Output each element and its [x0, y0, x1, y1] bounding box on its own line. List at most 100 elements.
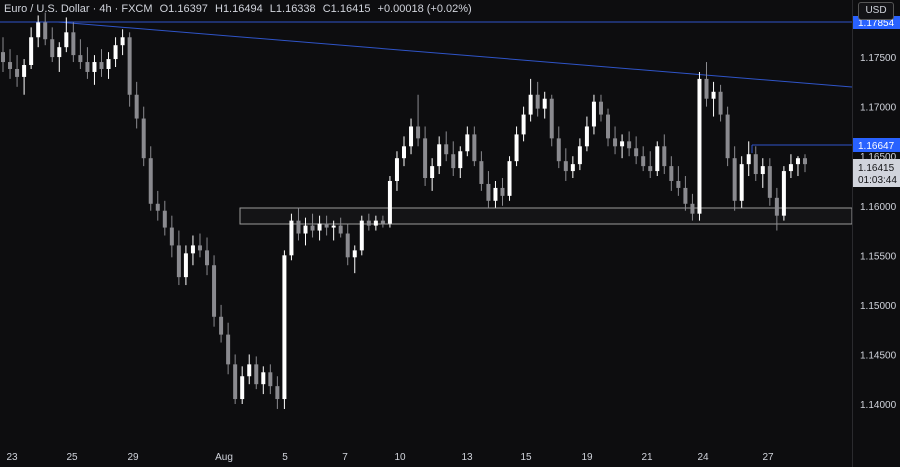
candle-up[interactable]: [29, 37, 34, 66]
candle-down[interactable]: [134, 94, 139, 119]
candle-down[interactable]: [472, 134, 477, 162]
candle-up[interactable]: [781, 171, 786, 216]
candle-down[interactable]: [598, 101, 603, 115]
candle-down[interactable]: [676, 180, 681, 188]
candle-down[interactable]: [310, 225, 315, 231]
candle-up[interactable]: [437, 144, 442, 167]
candle-up[interactable]: [373, 220, 378, 226]
candle-up[interactable]: [458, 151, 463, 169]
candle-up[interactable]: [331, 225, 336, 228]
candle-up[interactable]: [795, 158, 800, 165]
candle-down[interactable]: [324, 223, 329, 228]
candle-down[interactable]: [613, 138, 618, 147]
candle-down[interactable]: [486, 183, 491, 201]
candle-down[interactable]: [690, 203, 695, 214]
candle-up[interactable]: [577, 146, 582, 165]
candle-down[interactable]: [479, 161, 484, 184]
candle-up[interactable]: [521, 114, 526, 135]
candle-down[interactable]: [718, 91, 723, 115]
candle-down[interactable]: [212, 265, 217, 317]
candle-down[interactable]: [634, 148, 639, 157]
candle-up[interactable]: [788, 164, 793, 172]
candle-up[interactable]: [352, 250, 357, 258]
candle-down[interactable]: [648, 166, 653, 172]
descending-trendline[interactable]: [57, 21, 853, 88]
candle-down[interactable]: [366, 220, 371, 226]
candle-up[interactable]: [106, 59, 111, 69]
candle-down[interactable]: [71, 32, 76, 56]
candle-down[interactable]: [162, 210, 167, 228]
candle-down[interactable]: [774, 197, 779, 216]
candle-down[interactable]: [205, 250, 210, 266]
candle-up[interactable]: [282, 255, 287, 400]
candle-up[interactable]: [247, 364, 252, 377]
candle-down[interactable]: [451, 154, 456, 169]
candle-down[interactable]: [226, 334, 231, 365]
candle-up[interactable]: [570, 164, 575, 172]
candle-up[interactable]: [507, 161, 512, 196]
candle-down[interactable]: [141, 118, 146, 159]
candle-down[interactable]: [500, 187, 505, 196]
candle-down[interactable]: [275, 386, 280, 400]
candle-up[interactable]: [92, 62, 97, 72]
candle-down[interactable]: [127, 37, 132, 95]
candle-up[interactable]: [697, 78, 702, 214]
candle-down[interactable]: [753, 154, 758, 175]
candle-up[interactable]: [303, 225, 308, 234]
candle-down[interactable]: [423, 138, 428, 179]
candle-up[interactable]: [240, 376, 245, 400]
candle-up[interactable]: [402, 146, 406, 159]
candle-up[interactable]: [711, 91, 716, 99]
candle-down[interactable]: [148, 158, 153, 204]
candle-down[interactable]: [338, 225, 343, 234]
candle-down[interactable]: [1, 52, 5, 63]
candle-up[interactable]: [746, 154, 751, 165]
candle-down[interactable]: [268, 372, 273, 387]
candle-down[interactable]: [15, 68, 20, 77]
candle-up[interactable]: [22, 65, 27, 77]
candle-down[interactable]: [704, 78, 709, 99]
candle-down[interactable]: [444, 144, 449, 155]
candle-up[interactable]: [493, 187, 498, 201]
candle-up[interactable]: [317, 223, 322, 231]
candle-up[interactable]: [190, 245, 195, 254]
candle-down[interactable]: [767, 166, 772, 198]
candle-down[interactable]: [556, 138, 561, 162]
candle-down[interactable]: [683, 187, 688, 204]
candle-up[interactable]: [760, 166, 765, 175]
candle-down[interactable]: [627, 141, 632, 149]
candle-up[interactable]: [359, 220, 364, 251]
candle-up[interactable]: [655, 146, 660, 172]
candle-up[interactable]: [514, 134, 519, 162]
candle-up[interactable]: [739, 164, 744, 201]
candle-down[interactable]: [254, 364, 259, 385]
candle-down[interactable]: [732, 158, 737, 201]
candle-down[interactable]: [345, 233, 350, 258]
candle-up[interactable]: [591, 101, 596, 127]
candle-up[interactable]: [409, 126, 414, 147]
candle-down[interactable]: [50, 39, 55, 58]
candle-down[interactable]: [662, 146, 667, 167]
candle-up[interactable]: [387, 180, 392, 224]
candle-down[interactable]: [43, 22, 48, 40]
candle-down[interactable]: [296, 220, 301, 234]
candle-down[interactable]: [78, 55, 83, 63]
candle-down[interactable]: [803, 158, 807, 165]
candle-up[interactable]: [57, 47, 62, 58]
candle-down[interactable]: [8, 62, 13, 69]
candle-down[interactable]: [549, 98, 554, 139]
candle-down[interactable]: [197, 245, 202, 251]
candle-up[interactable]: [113, 45, 118, 60]
candle-down[interactable]: [416, 126, 421, 139]
candle-down[interactable]: [641, 156, 646, 167]
candle-up[interactable]: [120, 37, 125, 46]
candle-up[interactable]: [394, 158, 399, 181]
candle-down[interactable]: [169, 227, 174, 246]
candle-up[interactable]: [465, 134, 470, 152]
candle-down[interactable]: [380, 220, 385, 224]
candle-up[interactable]: [542, 98, 547, 109]
candle-down[interactable]: [725, 114, 730, 159]
candle-up[interactable]: [584, 126, 589, 147]
candle-down[interactable]: [669, 166, 674, 181]
